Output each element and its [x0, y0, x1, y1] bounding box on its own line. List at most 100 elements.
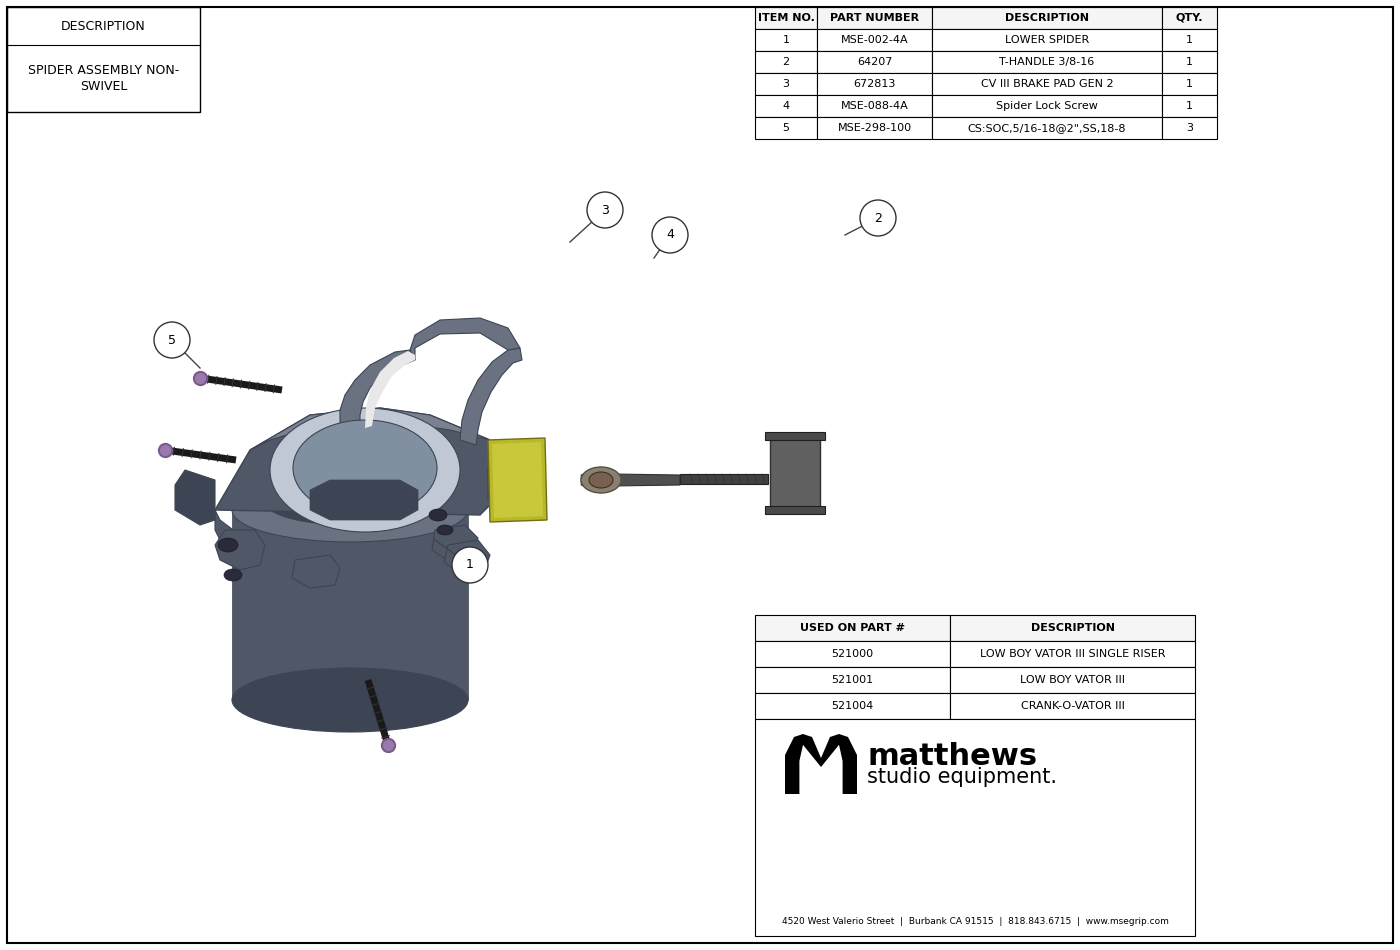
Text: DESCRIPTION: DESCRIPTION	[1030, 623, 1114, 633]
Bar	[755, 719, 1196, 936]
Text: 3: 3	[783, 79, 790, 89]
Circle shape	[652, 217, 687, 253]
Bar	[818, 95, 932, 117]
Text: CS:SOC,5/16-18@2",SS,18-8: CS:SOC,5/16-18@2",SS,18-8	[967, 123, 1126, 133]
Text: 4: 4	[666, 229, 673, 241]
Ellipse shape	[232, 668, 468, 732]
Ellipse shape	[265, 479, 435, 525]
Text: 4520 West Valerio Street  |  Burbank CA 91515  |  818.843.6715  |  www.msegrip.c: 4520 West Valerio Street | Burbank CA 91…	[781, 918, 1169, 926]
Bar	[932, 7, 1162, 29]
Polygon shape	[680, 474, 769, 484]
Bar	[818, 51, 932, 73]
Text: QTY.: QTY.	[1176, 13, 1203, 23]
Bar	[755, 73, 818, 95]
Polygon shape	[293, 555, 340, 588]
Text: PART NUMBER: PART NUMBER	[830, 13, 918, 23]
Text: 521004: 521004	[832, 701, 874, 711]
Text: matthews: matthews	[867, 742, 1037, 771]
Polygon shape	[444, 540, 490, 575]
Bar	[755, 117, 818, 139]
Text: 2: 2	[783, 57, 790, 67]
Text: LOWER SPIDER: LOWER SPIDER	[1005, 35, 1089, 45]
Ellipse shape	[581, 467, 622, 493]
Polygon shape	[410, 318, 519, 360]
Bar	[951, 693, 1196, 719]
Bar	[818, 29, 932, 51]
Text: ITEM NO.: ITEM NO.	[757, 13, 815, 23]
Text: 2: 2	[874, 212, 882, 224]
Circle shape	[452, 547, 489, 583]
Text: 521000: 521000	[832, 649, 874, 659]
Polygon shape	[232, 510, 468, 700]
Polygon shape	[610, 474, 680, 486]
Text: 1: 1	[466, 559, 475, 572]
Bar	[818, 73, 932, 95]
Polygon shape	[491, 442, 543, 518]
Polygon shape	[340, 350, 414, 432]
Polygon shape	[433, 525, 477, 562]
Bar	[755, 667, 951, 693]
Ellipse shape	[218, 538, 238, 552]
Polygon shape	[216, 530, 265, 570]
Bar	[755, 7, 818, 29]
Polygon shape	[365, 351, 414, 428]
Text: MSE-002-4A: MSE-002-4A	[840, 35, 909, 45]
Bar	[951, 641, 1196, 667]
Bar	[1162, 117, 1217, 139]
Bar	[932, 95, 1162, 117]
Bar	[932, 51, 1162, 73]
Bar	[7, 7, 200, 112]
Text: CV III BRAKE PAD GEN 2: CV III BRAKE PAD GEN 2	[980, 79, 1113, 89]
Polygon shape	[216, 510, 255, 560]
Polygon shape	[785, 734, 857, 794]
Text: LOW BOY VATOR III SINGLE RISER: LOW BOY VATOR III SINGLE RISER	[980, 649, 1165, 659]
Polygon shape	[216, 408, 505, 515]
Text: CRANK-O-VATOR III: CRANK-O-VATOR III	[1021, 701, 1124, 711]
Text: 1: 1	[1186, 35, 1193, 45]
Polygon shape	[309, 480, 419, 520]
Circle shape	[587, 192, 623, 228]
Polygon shape	[251, 408, 490, 450]
Bar	[818, 7, 932, 29]
Text: 1: 1	[783, 35, 790, 45]
Bar	[1162, 29, 1217, 51]
Polygon shape	[461, 348, 522, 445]
Polygon shape	[581, 470, 613, 490]
Text: DESCRIPTION: DESCRIPTION	[62, 20, 146, 32]
Bar	[951, 615, 1196, 641]
Polygon shape	[764, 432, 825, 440]
Bar	[1162, 51, 1217, 73]
Ellipse shape	[293, 420, 437, 516]
Ellipse shape	[428, 509, 447, 521]
Text: 5: 5	[168, 333, 176, 347]
Ellipse shape	[232, 478, 468, 542]
Circle shape	[154, 322, 190, 358]
Text: 1: 1	[1186, 57, 1193, 67]
Text: 64207: 64207	[857, 57, 892, 67]
Text: DESCRIPTION: DESCRIPTION	[1005, 13, 1089, 23]
Bar	[755, 95, 818, 117]
Bar	[932, 29, 1162, 51]
Text: 521001: 521001	[832, 675, 874, 685]
Ellipse shape	[589, 472, 613, 488]
Text: studio equipment.: studio equipment.	[867, 768, 1057, 788]
Text: LOW BOY VATOR III: LOW BOY VATOR III	[1021, 675, 1126, 685]
Text: 4: 4	[783, 101, 790, 111]
Bar	[755, 29, 818, 51]
Ellipse shape	[270, 408, 461, 532]
Text: 672813: 672813	[854, 79, 896, 89]
Bar	[932, 73, 1162, 95]
Text: 1: 1	[1186, 101, 1193, 111]
Bar	[755, 615, 951, 641]
Text: Spider Lock Screw: Spider Lock Screw	[995, 101, 1098, 111]
Text: MSE-088-4A: MSE-088-4A	[840, 101, 909, 111]
Bar	[755, 693, 951, 719]
Text: 5: 5	[783, 123, 790, 133]
Text: SPIDER ASSEMBLY NON-
SWIVEL: SPIDER ASSEMBLY NON- SWIVEL	[28, 65, 179, 92]
Bar	[951, 667, 1196, 693]
Bar	[932, 117, 1162, 139]
Polygon shape	[489, 465, 515, 505]
Circle shape	[860, 200, 896, 236]
Ellipse shape	[437, 525, 454, 535]
Text: T-HANDLE 3/8-16: T-HANDLE 3/8-16	[1000, 57, 1095, 67]
